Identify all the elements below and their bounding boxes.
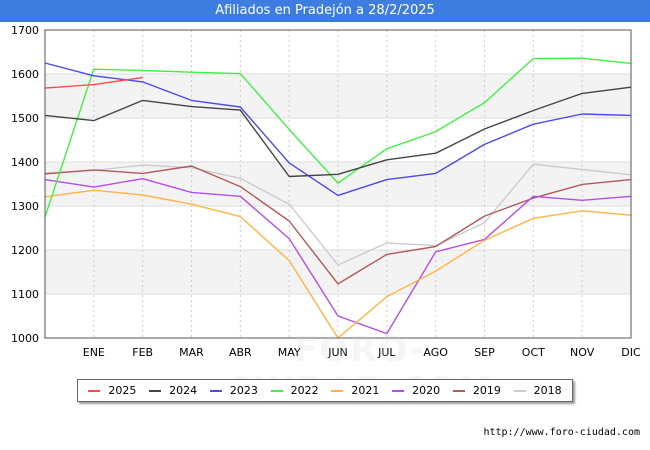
y-tick-label: 1000 [11,332,39,345]
y-tick-label: 1100 [11,288,39,301]
legend-item-2019: 2019 [452,384,501,397]
legend-label: 2022 [290,384,319,397]
y-tick-label: 1500 [11,112,39,125]
legend-label: 2021 [351,384,380,397]
legend-item-2021: 2021 [331,384,379,397]
legend-item-2025: 2025 [88,384,136,397]
y-tick-label: 1700 [11,24,39,37]
x-tick-label: NOV [570,346,595,359]
legend-label: 2020 [412,384,441,397]
series-line-2025 [44,76,143,89]
legend-swatch [331,389,344,392]
x-tick-label: MAR [179,346,204,359]
legend-label: 2023 [229,384,258,397]
legend-swatch [270,389,283,392]
y-tick-label: 1600 [11,68,39,81]
x-tick-label: FEB [132,346,153,359]
legend-label: 2025 [108,384,137,397]
y-tick-label: 1400 [11,156,39,169]
x-tick-label: ABR [229,346,252,359]
y-tick-label: 1300 [11,200,39,213]
x-tick-label: ENE [83,346,105,359]
chart-legend: 2025 2024 2023 2022 2021 2020 2019 2018 [77,379,573,402]
plot-frame [44,29,632,339]
x-tick-label: SEP [474,346,495,359]
legend-swatch [513,389,526,392]
source-label: http://www.foro-ciudad.com [483,427,640,438]
y-tick-label: 1200 [11,244,39,257]
plot-band [45,206,631,250]
x-tick-label: MAY [278,346,301,359]
series-line-2019 [44,165,632,285]
legend-label: 2019 [472,384,501,397]
series-line-2020 [44,177,632,335]
legend-item-2023: 2023 [209,384,258,397]
legend-swatch [88,389,101,392]
x-tick-label: JUL [377,346,396,359]
x-tick-label: JUN [327,346,348,359]
series-line-2018 [44,163,632,266]
legend-item-2018: 2018 [513,384,562,397]
legend-swatch [209,389,222,392]
x-tick-label: AGO [423,346,448,359]
legend-swatch [452,389,465,392]
legend-label: 2018 [533,384,562,397]
series-line-2024 [44,86,632,178]
chart-title: Afiliados en Pradejón a 28/2/2025 [0,0,650,22]
legend-label: 2024 [169,384,198,397]
legend-item-2020: 2020 [392,384,440,397]
x-tick-label: OCT [522,346,545,359]
legend-swatch [149,389,162,392]
series-line-2023 [44,62,632,197]
plot-band [45,162,631,206]
x-tick-label: DIC [621,346,641,359]
legend-item-2024: 2024 [149,384,197,397]
legend-item-2022: 2022 [270,384,319,397]
legend-swatch [392,389,405,392]
series-line-2022 [44,57,632,218]
